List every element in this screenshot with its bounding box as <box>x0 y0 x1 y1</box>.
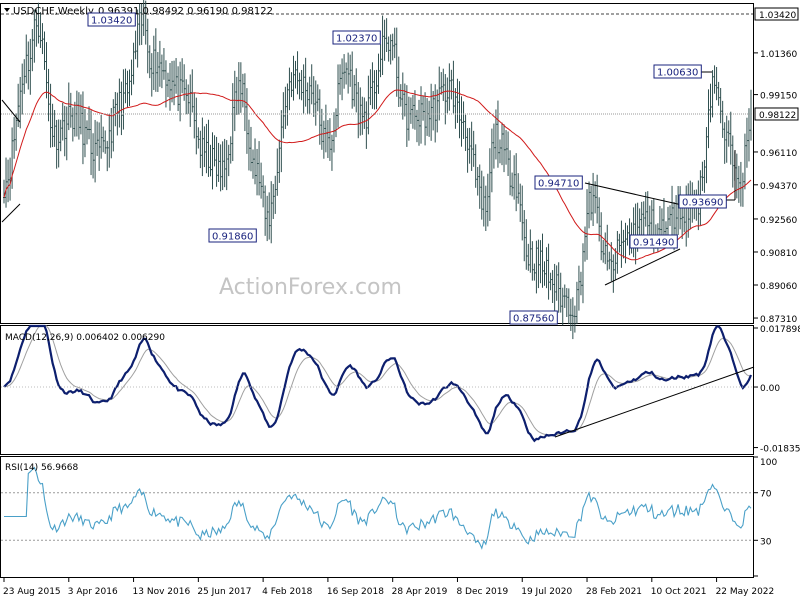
annotation-box <box>208 228 257 243</box>
x-tick-label: 10 Oct 2021 <box>651 587 707 597</box>
price-tick-label: 0.92560 <box>760 216 797 226</box>
rsi-tick-label: 70 <box>760 490 772 500</box>
ohlc-values: 0.96391 0.98492 0.96190 0.98122 <box>98 6 273 17</box>
annotation-label: 0.94710 <box>538 179 579 190</box>
price-header: USDCHF,Weekly 0.96391 0.98492 0.96190 0.… <box>4 6 273 17</box>
annotation-label: 1.00630 <box>657 68 698 79</box>
price-tick-label-current: 0.98122 <box>759 111 796 121</box>
collapse-triangle-icon[interactable] <box>4 8 10 12</box>
annotation-label: 0.91860 <box>212 232 253 243</box>
macd-line <box>3 324 753 443</box>
macd-tick-label: 0.017898 <box>760 325 800 335</box>
rsi-line <box>4 466 752 550</box>
trendline <box>1 99 21 123</box>
annotation-box <box>534 175 583 190</box>
price-tick-label: 1.03420 <box>759 11 796 21</box>
price-tick-label: 0.94370 <box>760 182 797 192</box>
moving-average-line <box>3 89 752 261</box>
rsi-layer <box>1 466 753 550</box>
rsi-tick-label: 30 <box>760 537 772 547</box>
macd-layer <box>1 324 755 443</box>
x-tick-label: 4 Feb 2018 <box>262 587 313 597</box>
annotation-box <box>87 12 136 27</box>
x-tick-label: 13 Nov 2016 <box>133 587 191 597</box>
resistance-price-tag <box>754 7 799 21</box>
x-tick-label: 25 Jun 2017 <box>197 587 251 597</box>
triangle-lower-line <box>604 248 681 286</box>
x-tick-label: 16 Sep 2018 <box>327 587 384 597</box>
price-axis: 1.03420 1.01360 0.99150 0.98122 0.96110 0.943… <box>754 7 799 325</box>
rsi-title: RSI(14) 56.9668 <box>5 463 78 473</box>
annotation-box <box>678 194 727 209</box>
rsi-tick-label: 100 <box>760 458 777 468</box>
x-tick-label: 23 Aug 2015 <box>3 587 61 597</box>
x-tick-label: 3 Apr 2016 <box>68 587 118 597</box>
price-tick-label: 0.89060 <box>760 282 797 292</box>
macd-axis: 0.017898 0.00 -0.018354 <box>754 325 800 455</box>
x-axis: 23 Aug 2015 3 Apr 2016 13 Nov 2016 25 Jun 2… <box>3 578 774 597</box>
annotation-box <box>332 30 381 45</box>
annotation-box <box>509 310 558 325</box>
x-tick-label: 8 Dec 2019 <box>456 587 508 597</box>
annotation-box <box>653 64 702 79</box>
x-tick-label: 19 Jul 2020 <box>521 587 572 597</box>
macd-trendline <box>554 366 755 438</box>
price-tick-label: 0.99150 <box>760 92 797 102</box>
annotation-label: 0.87560 <box>513 314 554 325</box>
annotation-box <box>629 234 678 249</box>
x-tick-label: 22 May 2022 <box>716 587 775 597</box>
annotation-label: 0.91490 <box>633 238 674 249</box>
price-layer <box>1 0 753 340</box>
watermark: ActionForex.com <box>219 275 402 300</box>
annotation-label: 1.02370 <box>336 34 377 45</box>
rsi-axis: 100 70 30 <box>754 456 777 577</box>
symbol-title: USDCHF,Weekly <box>13 6 94 17</box>
annotation-label: 0.93690 <box>682 198 723 209</box>
price-tick-label: 0.96110 <box>760 149 797 159</box>
rsi-panel <box>0 456 754 578</box>
macd-tick-label: -0.018354 <box>760 445 800 455</box>
current-price-tag <box>754 107 799 121</box>
price-tick-label: 1.01360 <box>760 50 797 60</box>
triangle-upper-line <box>584 182 683 206</box>
price-tick-label: 0.90810 <box>760 249 797 259</box>
trendline <box>1 203 21 223</box>
macd-panel <box>0 325 754 455</box>
price-panel <box>0 3 754 324</box>
price-annotations: 1.03420 1.02370 0.91860 1.00630 0.94710 0.936… <box>87 12 727 325</box>
x-tick-label: 28 Feb 2021 <box>586 587 642 597</box>
macd-tick-label: 0.00 <box>760 384 780 394</box>
x-tick-label: 28 Apr 2019 <box>392 587 448 597</box>
price-tick-label: 0.87310 <box>760 315 797 325</box>
macd-title: MACD(12,26,9) 0.006402 0.006290 <box>5 333 165 343</box>
annotation-label: 1.03420 <box>91 16 132 27</box>
